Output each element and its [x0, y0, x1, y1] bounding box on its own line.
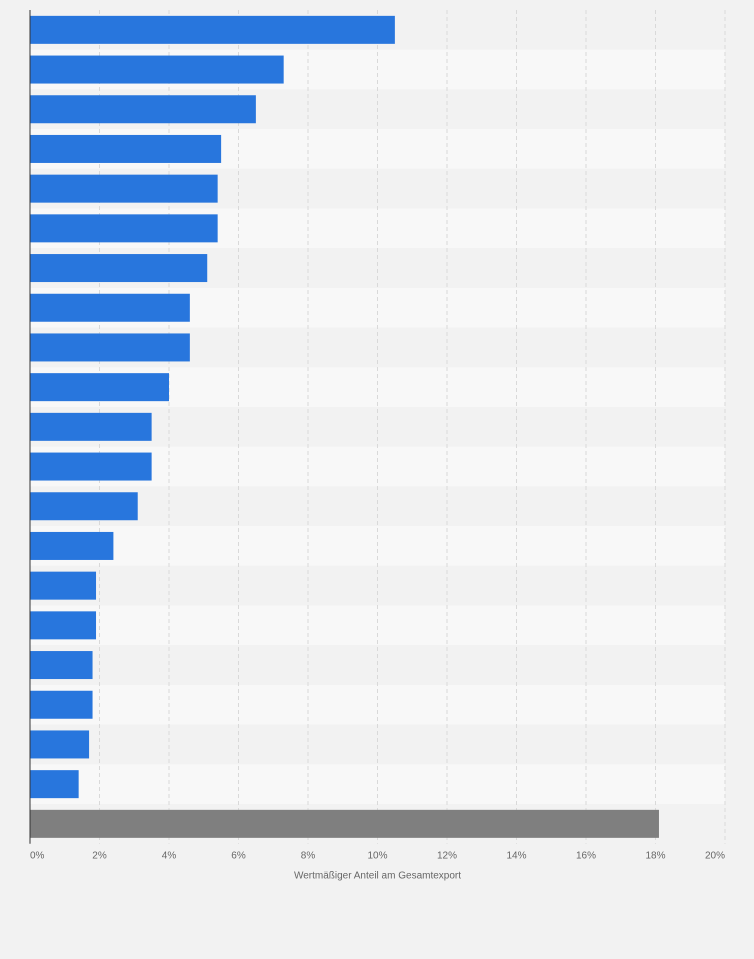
bar[interactable] — [30, 770, 79, 799]
bar[interactable] — [30, 730, 90, 759]
bars — [30, 15, 659, 838]
x-axis-ticks: 0% 2% 4% 6% 8% 10% 12% 14% 16% 18% 20% — [30, 851, 725, 862]
row-band — [30, 605, 725, 646]
bar[interactable] — [30, 214, 218, 243]
x-tick-label: 14% — [506, 851, 526, 862]
bar-highlighted[interactable] — [30, 809, 659, 838]
bar[interactable] — [30, 412, 152, 441]
x-tick-label: 6% — [231, 851, 246, 862]
bar[interactable] — [30, 492, 138, 521]
x-tick-label: 4% — [162, 851, 177, 862]
x-tick-label: 12% — [437, 851, 457, 862]
x-tick-label: 10% — [367, 851, 387, 862]
bar[interactable] — [30, 690, 93, 719]
x-tick-label: 0% — [30, 851, 45, 862]
x-tick-label: 8% — [301, 851, 316, 862]
bar[interactable] — [30, 134, 222, 163]
bar[interactable] — [30, 333, 190, 362]
bar[interactable] — [30, 651, 93, 680]
bar[interactable] — [30, 254, 208, 283]
bar[interactable] — [30, 611, 97, 640]
bar[interactable] — [30, 531, 114, 560]
bar[interactable] — [30, 373, 169, 402]
x-axis-title: Wertmäßiger Anteil am Gesamtexport — [294, 871, 461, 882]
row-band — [30, 724, 725, 765]
x-tick-label: 20% — [705, 851, 725, 862]
bar[interactable] — [30, 15, 395, 44]
bar[interactable] — [30, 55, 284, 84]
x-tick-label: 18% — [645, 851, 665, 862]
bar[interactable] — [30, 174, 218, 203]
bar[interactable] — [30, 293, 190, 322]
bar[interactable] — [30, 571, 97, 600]
x-tick-label: 2% — [92, 851, 107, 862]
x-tick-label: 16% — [576, 851, 596, 862]
bar[interactable] — [30, 95, 256, 124]
row-band — [30, 764, 725, 804]
bar[interactable] — [30, 452, 152, 481]
